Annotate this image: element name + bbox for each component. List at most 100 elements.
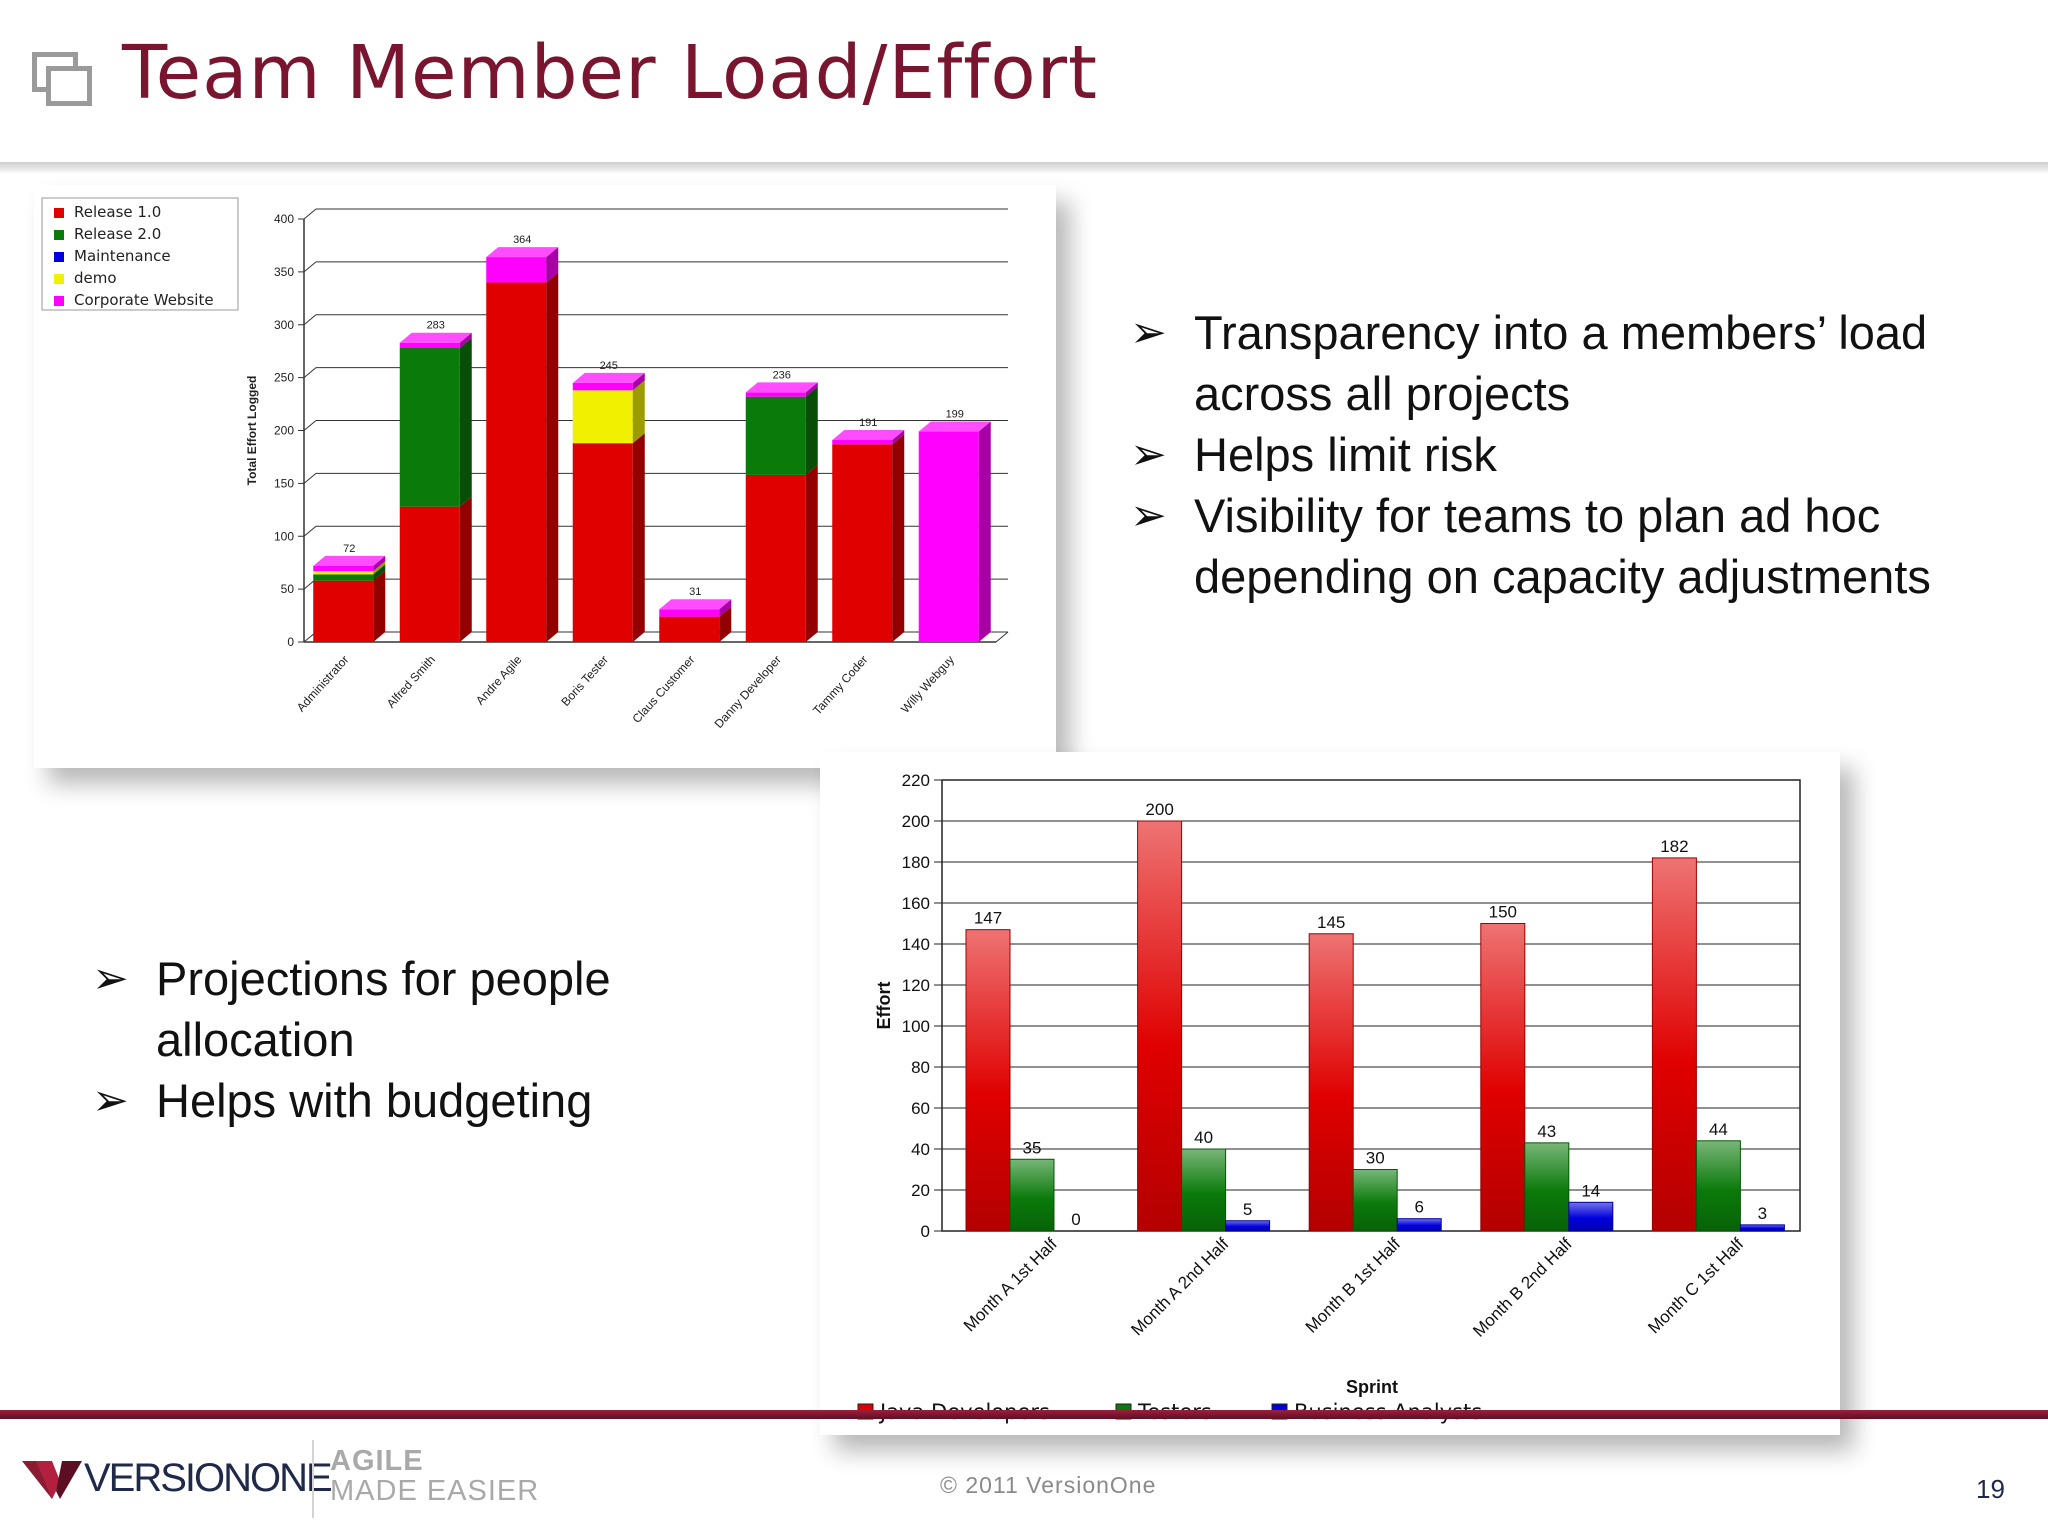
bar-segment-side bbox=[892, 434, 905, 642]
tagline-line2: MADE EASIER bbox=[330, 1475, 540, 1507]
x-tick-label: Andre Agile bbox=[473, 652, 525, 707]
bar-segment-side bbox=[373, 555, 386, 572]
team-load-chart-panel: Release 1.0 Release 2.0 Maintenance demo Cor… bbox=[34, 185, 1056, 768]
x-tick-label: Boris Tester bbox=[558, 653, 611, 709]
legend-swatch bbox=[54, 274, 64, 284]
bar-value-label: 5 bbox=[1243, 1200, 1252, 1219]
bar-value-label: 44 bbox=[1709, 1120, 1728, 1139]
y-tick-label: 350 bbox=[274, 265, 294, 279]
bar-segment-side bbox=[546, 272, 559, 642]
title-divider bbox=[0, 162, 2048, 174]
bar-segment bbox=[399, 342, 460, 349]
bar-segment-side bbox=[373, 564, 386, 581]
bar-value-label: 35 bbox=[1023, 1138, 1042, 1157]
bar-segment bbox=[572, 382, 633, 391]
bar-total-label: 236 bbox=[773, 369, 791, 381]
y-tick-label: 60 bbox=[911, 1099, 930, 1118]
bar-value-label: 3 bbox=[1758, 1204, 1767, 1223]
copyright: © 2011 VersionOne bbox=[940, 1472, 1157, 1498]
bar-segment-side bbox=[805, 464, 818, 642]
bullet-text-line2: across all projects bbox=[1194, 367, 1571, 420]
bullet-item: ➢ Visibility for teams to plan ad hoc depe… bbox=[1130, 485, 2030, 607]
y-tick-label: 0 bbox=[287, 635, 294, 649]
x-tick-label: Administrator bbox=[294, 653, 352, 715]
y-tick-label: 160 bbox=[902, 894, 930, 913]
x-tick-label: Month C 1st Half bbox=[1644, 1234, 1747, 1337]
bar-total-label: 31 bbox=[689, 586, 701, 598]
legend-swatch bbox=[54, 208, 64, 218]
bar-segment bbox=[832, 440, 893, 445]
bar bbox=[1352, 1169, 1398, 1232]
bar-segment bbox=[486, 282, 547, 642]
bar-total-label: 191 bbox=[859, 417, 877, 429]
bar-segment-side bbox=[459, 338, 472, 507]
bar-total-label: 245 bbox=[600, 360, 618, 372]
legend-swatch bbox=[54, 230, 64, 240]
bar-top bbox=[659, 599, 732, 610]
bullet-list-top: ➢ Transparency into a members’ load across… bbox=[1130, 302, 2030, 607]
bar-top bbox=[399, 332, 472, 343]
y-tick-label: 0 bbox=[921, 1222, 930, 1241]
bar-value-label: 182 bbox=[1660, 837, 1688, 856]
bar bbox=[1181, 1148, 1227, 1232]
bullet-item: ➢ Helps limit risk bbox=[1130, 424, 2030, 485]
bar-total-label: 72 bbox=[343, 543, 355, 555]
y-tick-label: 20 bbox=[911, 1181, 930, 1200]
bar-segment bbox=[745, 396, 806, 475]
bar-segment bbox=[313, 574, 374, 581]
bar-value-label: 40 bbox=[1194, 1128, 1213, 1147]
versionone-logo: VERSIONONE bbox=[22, 1452, 333, 1504]
bullet-text-line2: depending on capacity adjustments bbox=[1194, 550, 1931, 603]
bar-segment-side bbox=[978, 421, 991, 642]
bar-value-label: 0 bbox=[1071, 1210, 1080, 1229]
bar-segment-side bbox=[719, 606, 732, 642]
bar bbox=[1009, 1158, 1055, 1232]
legend-label: Release 1.0 bbox=[74, 203, 161, 221]
bullet-text-line1: Transparency into a members’ load bbox=[1194, 306, 1928, 359]
bar-segment bbox=[486, 257, 547, 283]
bar-value-label: 43 bbox=[1537, 1122, 1556, 1141]
y-tick-label: 100 bbox=[902, 1017, 930, 1036]
bar-segment-side bbox=[459, 332, 472, 349]
bar bbox=[1651, 857, 1697, 1232]
x-tick-label: Willy Webguy bbox=[898, 653, 957, 716]
tagline: AGILE MADE EASIER bbox=[330, 1446, 539, 1506]
bullet-item: ➢ Transparency into a members’ load across… bbox=[1130, 302, 2030, 424]
logo-wordmark: VERSIONONE bbox=[84, 1455, 333, 1500]
arrow-bullet-icon: ➢ bbox=[1130, 430, 1167, 479]
y-tick-label: 100 bbox=[274, 529, 294, 543]
bar bbox=[1225, 1220, 1271, 1232]
bullet-text-line2: allocation bbox=[156, 1013, 355, 1066]
sprint-effort-chart: 020406080100120140160180200220Effort1473… bbox=[857, 771, 1801, 1424]
bar bbox=[1739, 1224, 1785, 1232]
arrow-bullet-icon: ➢ bbox=[1130, 308, 1167, 357]
y-tick-label: 200 bbox=[274, 424, 294, 438]
y-tick-label: 180 bbox=[902, 853, 930, 872]
x-tick-label: Tammy Coder bbox=[810, 653, 870, 718]
gridline-side bbox=[303, 472, 317, 484]
legend-label: Release 2.0 bbox=[74, 225, 161, 243]
bar-segment-side bbox=[459, 496, 472, 642]
bar-segment-side bbox=[719, 599, 732, 617]
bar-segment-side bbox=[373, 561, 386, 575]
x-tick-label: Month B 2nd Half bbox=[1469, 1234, 1576, 1341]
bar-segment-side bbox=[632, 433, 645, 642]
bar-top bbox=[918, 421, 991, 432]
bar-segment-side bbox=[632, 380, 645, 444]
bullet-item: ➢ Helps with budgeting bbox=[92, 1070, 712, 1131]
y-tick-label: 400 bbox=[274, 212, 294, 226]
bar-total-label: 199 bbox=[946, 409, 964, 421]
bar bbox=[1308, 933, 1354, 1232]
gridline-side bbox=[303, 367, 317, 379]
bar-segment bbox=[745, 392, 806, 397]
footer-divider bbox=[0, 1410, 2048, 1419]
bar-segment bbox=[399, 506, 460, 642]
bar-segment bbox=[745, 474, 806, 642]
y-tick-label: 40 bbox=[911, 1140, 930, 1159]
arrow-bullet-icon: ➢ bbox=[92, 954, 129, 1003]
gridline-side bbox=[303, 261, 317, 273]
y-axis-label: Effort bbox=[874, 982, 894, 1030]
bar-value-label: 6 bbox=[1414, 1198, 1423, 1217]
y-tick-label: 80 bbox=[911, 1058, 930, 1077]
tagline-line1: AGILE bbox=[330, 1445, 424, 1477]
